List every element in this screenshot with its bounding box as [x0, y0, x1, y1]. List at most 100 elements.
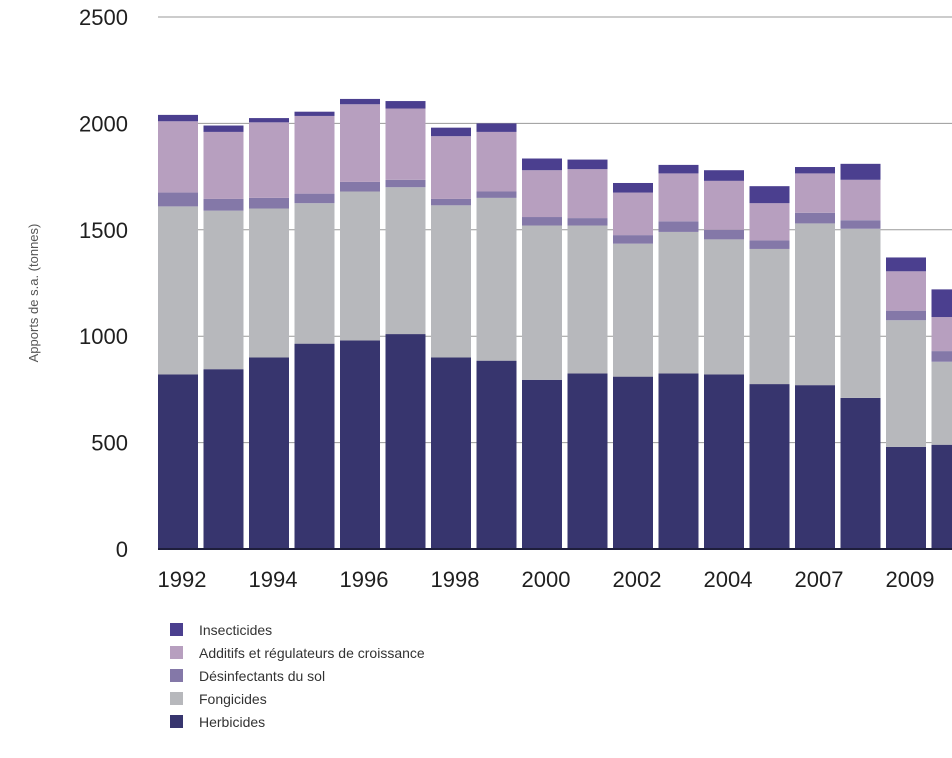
- bar-segment-herbicides: [476, 360, 517, 549]
- bar-stack-1999: [476, 123, 517, 549]
- bar-segment-insecticides: [203, 125, 244, 132]
- legend-item: Insecticides: [170, 618, 870, 641]
- legend-label: Fongicides: [199, 690, 267, 707]
- bar-segment-insecticides: [249, 118, 289, 123]
- bar-segment-d-sinfectants-du-sol: [613, 235, 653, 244]
- bar-segment-additifs-et-r-gulateurs-de-croissance: [749, 203, 790, 241]
- y-tick-label: 1000: [79, 324, 128, 349]
- bar-stack-2008: [840, 163, 881, 549]
- bar-segment-herbicides: [613, 376, 653, 549]
- bar-segment-additifs-et-r-gulateurs-de-croissance: [431, 136, 471, 199]
- bar-segment-insecticides: [658, 164, 699, 174]
- legend-swatch: [170, 669, 183, 682]
- bar-segment-insecticides: [704, 170, 744, 181]
- bar-segment-herbicides: [158, 374, 198, 549]
- bar-segment-additifs-et-r-gulateurs-de-croissance: [203, 131, 244, 199]
- bar-segment-d-sinfectants-du-sol: [203, 198, 244, 211]
- legend-swatch: [170, 692, 183, 705]
- bar-segment-d-sinfectants-du-sol: [840, 220, 881, 229]
- bar-segment-d-sinfectants-du-sol: [795, 212, 835, 224]
- bar-segment-fongicides: [340, 191, 380, 341]
- bar-segment-insecticides: [522, 158, 562, 171]
- y-tick-label: 500: [91, 431, 128, 456]
- bar-segment-d-sinfectants-du-sol: [294, 193, 335, 204]
- bar-segment-additifs-et-r-gulateurs-de-croissance: [340, 104, 380, 182]
- legend-item: Désinfectants du sol: [170, 664, 870, 687]
- bar-segment-fongicides: [931, 361, 952, 445]
- bar-segment-herbicides: [385, 334, 426, 549]
- bar-segment-fongicides: [567, 225, 608, 374]
- legend-item: Herbicides: [170, 710, 870, 733]
- bar-stack-2010: [931, 289, 952, 549]
- bar-segment-herbicides: [704, 374, 744, 549]
- bar-segment-additifs-et-r-gulateurs-de-croissance: [886, 271, 926, 311]
- bar-stack-1997: [385, 101, 426, 549]
- x-tick-labels: 1992 1994 1996 1998 2000 2002 2004 2007 2009: [158, 567, 935, 592]
- bar-segment-additifs-et-r-gulateurs-de-croissance: [613, 192, 653, 236]
- bar-segment-herbicides: [886, 446, 926, 549]
- bar-segment-additifs-et-r-gulateurs-de-croissance: [795, 173, 835, 213]
- bar-segment-herbicides: [294, 343, 335, 549]
- chart-plot: 0 500 1000 1500 2000 2500 1992 1994 1996 1998 200…: [26, 5, 952, 592]
- bar-stack-2001: [567, 159, 608, 549]
- legend-swatch: [170, 715, 183, 728]
- x-tick-label: 1994: [249, 567, 298, 592]
- bar-segment-fongicides: [522, 225, 562, 380]
- bar-segment-additifs-et-r-gulateurs-de-croissance: [385, 108, 426, 180]
- y-tick-label: 2000: [79, 111, 128, 136]
- bar-segment-insecticides: [749, 186, 790, 204]
- bar-segment-fongicides: [840, 228, 881, 398]
- bar-segment-fongicides: [203, 210, 244, 370]
- bar-stack-1996: [340, 98, 380, 549]
- bar-segment-additifs-et-r-gulateurs-de-croissance: [158, 121, 198, 193]
- legend-item: Additifs et régulateurs de croissance: [170, 641, 870, 664]
- bar-stack-2007: [795, 167, 835, 549]
- legend-label: Désinfectants du sol: [199, 667, 326, 684]
- bar-segment-herbicides: [840, 397, 881, 549]
- legend-item: Fongicides: [170, 687, 870, 710]
- bar-segment-d-sinfectants-du-sol: [431, 198, 471, 206]
- bar-segment-herbicides: [522, 379, 562, 549]
- bar-segment-d-sinfectants-du-sol: [385, 179, 426, 188]
- bar-segment-herbicides: [795, 385, 835, 549]
- x-tick-label: 2000: [522, 567, 571, 592]
- bar-segment-herbicides: [340, 340, 380, 549]
- y-tick-labels: 0 500 1000 1500 2000 2500: [79, 5, 128, 562]
- bar-segment-fongicides: [704, 239, 744, 375]
- bar-segment-fongicides: [294, 203, 335, 344]
- bar-segment-herbicides: [249, 357, 289, 549]
- bar-segment-herbicides: [203, 369, 244, 549]
- bar-segment-d-sinfectants-du-sol: [704, 229, 744, 240]
- bar-segment-fongicides: [749, 248, 790, 385]
- bar-segment-fongicides: [385, 187, 426, 335]
- legend-swatch: [170, 646, 183, 659]
- bar-segment-d-sinfectants-du-sol: [886, 310, 926, 321]
- legend-label: Herbicides: [199, 713, 266, 730]
- bar-segment-fongicides: [249, 208, 289, 358]
- bar-stack-1993: [203, 125, 244, 549]
- x-tick-label: 2004: [704, 567, 753, 592]
- bar-segment-insecticides: [931, 289, 952, 318]
- bar-stack-1995: [294, 111, 335, 549]
- bar-segment-additifs-et-r-gulateurs-de-croissance: [931, 317, 952, 352]
- bar-segment-d-sinfectants-du-sol: [567, 218, 608, 226]
- bar-segment-d-sinfectants-du-sol: [749, 240, 790, 249]
- bar-segment-herbicides: [658, 373, 699, 549]
- x-tick-label: 1992: [158, 567, 207, 592]
- bar-segment-d-sinfectants-du-sol: [522, 217, 562, 226]
- bar-stack-2009: [886, 257, 926, 549]
- x-tick-label: 1996: [340, 567, 389, 592]
- bar-segment-herbicides: [567, 373, 608, 549]
- bar-segment-insecticides: [613, 182, 653, 193]
- bar-segment-d-sinfectants-du-sol: [476, 191, 517, 198]
- bar-segment-insecticides: [431, 127, 471, 137]
- bar-segment-additifs-et-r-gulateurs-de-croissance: [704, 180, 744, 230]
- bar-segment-herbicides: [749, 384, 790, 549]
- legend-swatch: [170, 623, 183, 636]
- y-tick-label: 1500: [79, 218, 128, 243]
- bars: [158, 98, 952, 549]
- bar-stack-2003: [658, 164, 699, 549]
- bar-segment-additifs-et-r-gulateurs-de-croissance: [294, 115, 335, 194]
- bar-segment-insecticides: [795, 167, 835, 174]
- bar-segment-insecticides: [385, 101, 426, 109]
